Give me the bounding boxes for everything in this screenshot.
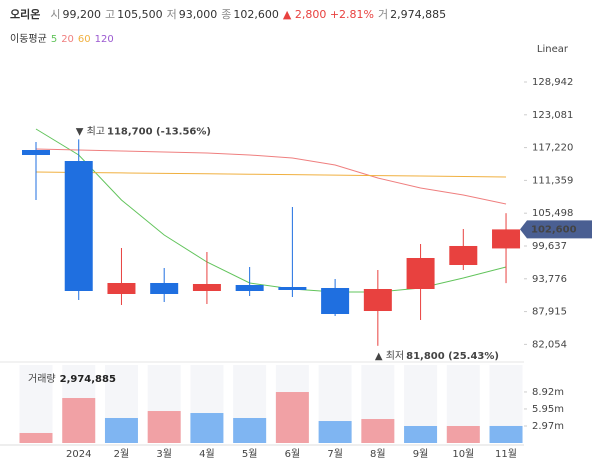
y-tick-label: 93,776 [532, 274, 567, 285]
x-tick-label: 6월 [285, 448, 301, 460]
y-tick-label: 87,915 [532, 307, 567, 318]
annotation: ▼ 최고 118,700 (-13.56%) [76, 125, 211, 137]
x-tick-label: 5월 [242, 448, 258, 460]
annotation-marker: ▲ [375, 351, 386, 362]
candle-body [64, 161, 93, 291]
x-tick-label: 11월 [495, 448, 517, 460]
volume-bar [233, 417, 267, 443]
value: 2,974,885 [390, 8, 447, 21]
annotation-label: 최저 [386, 350, 404, 362]
y-tick-label: 117,220 [532, 143, 573, 154]
value: 93,000 [178, 8, 218, 21]
label: 고 [105, 8, 116, 21]
candle-body [107, 282, 136, 294]
y-tick-label: 82,054 [532, 339, 567, 350]
candle-body [22, 150, 50, 155]
x-tick-label: 2월 [114, 448, 130, 460]
price-tag-label: 102,600 [531, 224, 577, 235]
volume-bar [147, 411, 181, 443]
stock-name: 오리온 [10, 8, 41, 21]
candle-body [363, 288, 392, 312]
ma-line [35, 148, 507, 205]
ma-line [35, 128, 507, 293]
candle-body [278, 287, 307, 290]
y-tick-label: 99,637 [532, 241, 567, 252]
volume-bar [190, 413, 224, 443]
y2-tick-label: 8.92m [532, 387, 564, 398]
annotation: ▲ 최저 81,800 (25.43%) [375, 350, 499, 362]
volume-bar [361, 419, 395, 443]
volume-bar [489, 425, 523, 443]
volume-total: 2,974,885 [60, 374, 116, 385]
legend: 이동평균 5 20 60 120 [10, 30, 114, 45]
candle-body [235, 284, 264, 291]
legend-entry: 5 [50, 34, 58, 45]
x-tick-label: 8월 [370, 448, 386, 460]
annotation-text: 81,800 (25.43%) [406, 351, 499, 362]
x-tick-label: 9월 [413, 448, 429, 460]
value: 102,600 [233, 8, 279, 21]
volume-bar [19, 432, 53, 443]
volume-bar [446, 426, 480, 443]
y2-tick-label: 5.95m [532, 404, 564, 415]
legend-entry: 60 [77, 34, 91, 45]
label: 저 [166, 8, 177, 21]
x-tick-label: 3월 [156, 448, 172, 460]
legend-title: 이동평균 [10, 34, 47, 45]
x-tick-label: 2024 [66, 449, 91, 460]
volume-bar [318, 421, 352, 443]
scale-label: Linear [537, 44, 569, 55]
x-tick-label: 7월 [327, 448, 343, 460]
volume-bar [404, 426, 438, 443]
volume-bar [104, 417, 138, 443]
label: 종 [221, 8, 232, 21]
change-pct: +2.81% [329, 8, 375, 21]
x-tick-label: 4월 [199, 448, 215, 460]
price-tag [520, 220, 592, 239]
candle-body [492, 229, 521, 249]
candle-body [192, 283, 221, 291]
y-tick-label: 111,359 [532, 175, 573, 186]
change: ▲ 2,800 +2.81% [282, 8, 375, 21]
header: 오리온 시 99,200 고 105,500 저 93,000 종 102,600 ▲ 2,800… [10, 6, 446, 22]
annotation-marker: ▼ [76, 126, 87, 137]
candle-body [406, 257, 435, 289]
value: 105,500 [117, 8, 163, 21]
change-value: 2,800 [294, 8, 327, 21]
candle-body [449, 245, 478, 265]
ma-line [35, 171, 507, 178]
candle-body [321, 287, 350, 315]
y-tick-label: 105,498 [532, 208, 573, 219]
annotation-label: 최고 [87, 125, 105, 137]
legend-entry: 120 [94, 34, 114, 45]
volume-title-text: 거래량 [28, 373, 56, 385]
annotation-text: 118,700 (-13.56%) [107, 126, 211, 137]
candle-body [150, 282, 179, 294]
volume-title: 거래량 2,974,885 [28, 373, 116, 385]
volume-bg [19, 365, 53, 443]
label: 시 [50, 8, 61, 21]
value: 99,200 [62, 8, 102, 21]
legend-entry: 20 [61, 34, 74, 45]
y-tick-label: 128,942 [532, 77, 573, 88]
y-tick-label: 123,081 [532, 110, 573, 121]
volume-bar [62, 398, 96, 443]
y2-tick-label: 2.97m [532, 421, 564, 432]
volume-bar [275, 392, 309, 443]
label: 거 [378, 8, 389, 21]
x-tick-label: 10월 [452, 448, 474, 460]
